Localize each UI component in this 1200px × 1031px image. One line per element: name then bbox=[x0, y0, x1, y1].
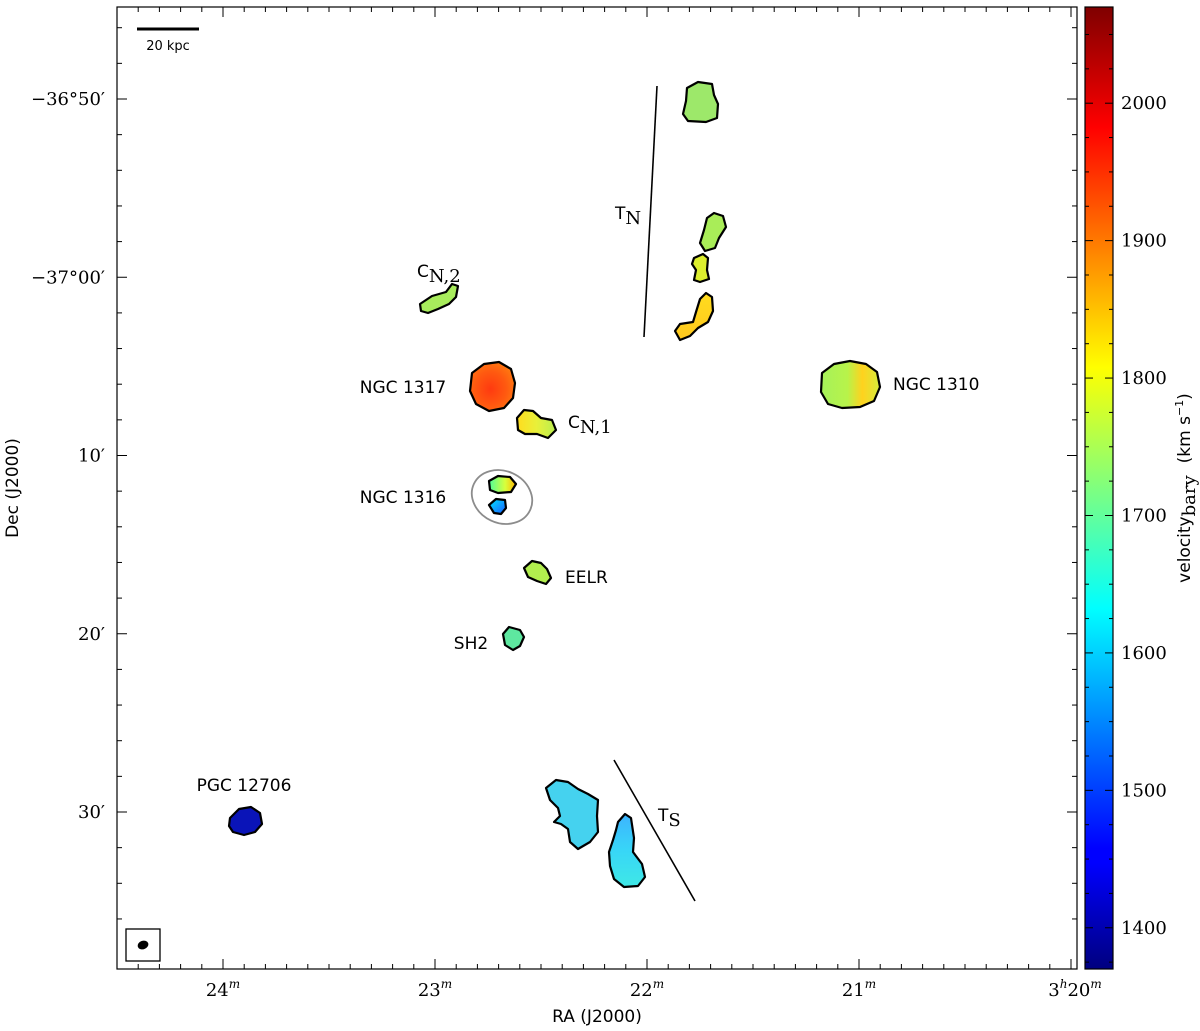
colorbar-tick-label: 1800 bbox=[1121, 368, 1167, 389]
source-ngc1316-north bbox=[487, 474, 518, 495]
source-ts-2 bbox=[607, 812, 647, 889]
colorbar-tick-label: 1700 bbox=[1121, 505, 1167, 526]
colorbar-tick-label: 1600 bbox=[1121, 643, 1167, 664]
source-ngc1316-south bbox=[487, 497, 508, 516]
colorbar bbox=[1084, 6, 1114, 970]
x-tick-label: 23m bbox=[418, 977, 452, 1001]
label-sh2: SH2 bbox=[454, 634, 488, 654]
source-tn-4 bbox=[673, 291, 715, 342]
x-tick-label: 22m bbox=[630, 977, 664, 1001]
source-tn-1 bbox=[681, 80, 720, 124]
x-axis-label: RA (J2000) bbox=[552, 1007, 642, 1027]
source-eelr bbox=[522, 559, 553, 586]
label-cn1: CN,1 bbox=[568, 413, 612, 438]
colorbar-tick-label: 1500 bbox=[1121, 780, 1167, 801]
ngc1316-ellipse bbox=[470, 469, 534, 525]
source-sh2 bbox=[501, 625, 526, 652]
colorbar-tick-label: 1400 bbox=[1121, 918, 1167, 939]
label-tn: TN bbox=[614, 204, 641, 229]
scale-bar-label: 20 kpc bbox=[146, 39, 190, 54]
y-tick-label: 20′ bbox=[78, 624, 105, 645]
y-tick-label: −36°50′ bbox=[31, 89, 105, 110]
beam-ellipse bbox=[137, 940, 149, 950]
y-tick-label: −37°00′ bbox=[31, 267, 105, 288]
x-ticks: 24m 23m 22m 21m 3h20m bbox=[116, 7, 1102, 1001]
label-ngc1310: NGC 1310 bbox=[893, 375, 979, 395]
label-ngc1317: NGC 1317 bbox=[360, 378, 446, 398]
source-cn1 bbox=[515, 408, 558, 440]
x-tick-label: 24m bbox=[206, 977, 240, 1001]
source-pgc12706 bbox=[227, 805, 264, 837]
y-tick-label: 30′ bbox=[78, 802, 105, 823]
y-tick-label: 10′ bbox=[78, 446, 105, 467]
beam-box bbox=[125, 928, 161, 962]
x-tick-label: 3h20m bbox=[1048, 977, 1101, 1001]
colorbar-ticks: 1400 1500 1600 1700 1800 1900 2000 bbox=[1085, 33, 1167, 963]
source-cn2 bbox=[418, 282, 460, 315]
source-ngc1317 bbox=[468, 360, 517, 413]
tail-line-south bbox=[613, 759, 696, 902]
label-ngc1316: NGC 1316 bbox=[360, 488, 446, 508]
tail-line-north bbox=[643, 85, 658, 338]
colorbar-tick-label: 1900 bbox=[1121, 231, 1167, 252]
label-pgc12706: PGC 12706 bbox=[197, 776, 292, 796]
x-tick-label: 21m bbox=[842, 977, 876, 1001]
label-ts: TS bbox=[657, 806, 681, 831]
colorbar-tick-label: 2000 bbox=[1121, 93, 1167, 114]
label-eelr: EELR bbox=[565, 568, 608, 588]
colorbar-label: velocitybary(km s−1) bbox=[1173, 393, 1200, 583]
label-cn2: CN,2 bbox=[417, 262, 461, 287]
source-tn-3 bbox=[690, 252, 711, 284]
y-ticks: −36°50′ −37°00′ 10′ 20′ 30′ bbox=[31, 27, 1077, 920]
source-ts-1 bbox=[544, 778, 600, 851]
source-ngc1310 bbox=[819, 359, 882, 410]
y-axis-label: Dec (J2000) bbox=[3, 438, 23, 538]
source-tn-2 bbox=[698, 211, 728, 253]
